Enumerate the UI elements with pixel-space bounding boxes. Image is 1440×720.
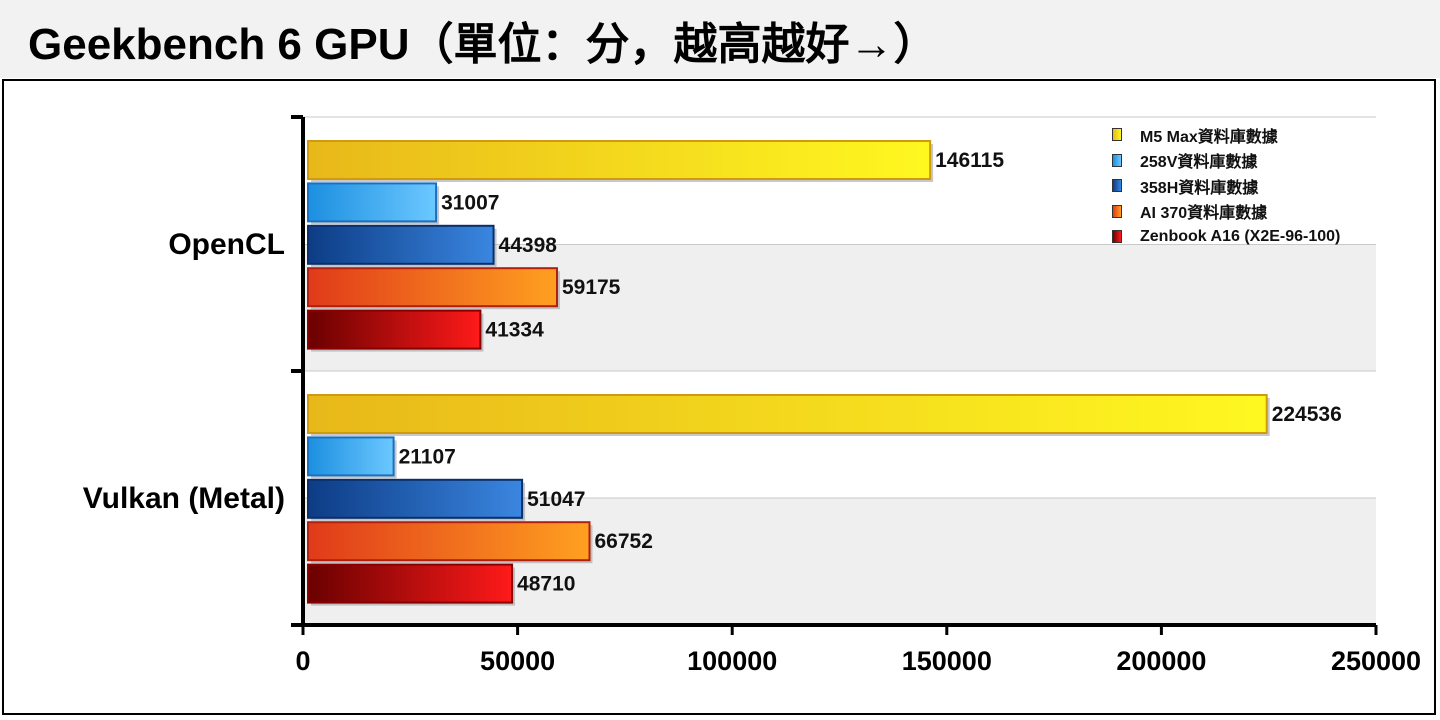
bar-opencl-1 <box>307 182 438 223</box>
legend-item: 358H資料庫數據 <box>1112 173 1412 199</box>
data-label: 146115 <box>935 149 1004 172</box>
category-label: Vulkan (Metal) <box>83 482 285 515</box>
legend-swatch <box>1112 179 1122 193</box>
bar-vulkan-metal--2 <box>307 478 524 519</box>
bar-opencl-0 <box>307 140 932 180</box>
legend-item: 258V資料庫數據 <box>1112 148 1412 174</box>
bar-opencl-2 <box>307 224 495 265</box>
legend-label: 258V資料庫數據 <box>1140 154 1258 172</box>
bar-vulkan-metal--0 <box>307 394 1268 434</box>
bar-vulkan-metal--3 <box>307 521 591 562</box>
bar-vulkan-metal--4 <box>307 563 514 604</box>
bar-opencl-3 <box>307 267 558 308</box>
x-tick-label: 50000 <box>480 646 555 676</box>
data-label: 44398 <box>499 234 558 257</box>
title-bar: Geekbench 6 GPU（單位：分，越高越好→） <box>0 0 1440 78</box>
x-tick-label: 200000 <box>1116 646 1206 676</box>
data-label: 41334 <box>485 319 544 342</box>
x-tick-label: 150000 <box>902 646 992 676</box>
data-label: 224536 <box>1272 403 1342 426</box>
x-tick-label: 100000 <box>687 646 777 676</box>
data-label: 59175 <box>562 276 621 299</box>
legend-label: Zenbook A16 (X2E-96-100) <box>1140 227 1341 245</box>
data-label: 31007 <box>441 191 499 214</box>
legend-swatch <box>1112 230 1122 244</box>
data-label: 66752 <box>594 530 652 553</box>
legend-swatch <box>1112 204 1122 218</box>
bar-vulkan-metal--1 <box>307 436 395 477</box>
legend-label: AI 370資料庫數據 <box>1140 205 1268 223</box>
bar-opencl-4 <box>307 309 482 350</box>
data-label: 21107 <box>399 445 456 468</box>
x-tick-label: 0 <box>295 646 310 676</box>
legend-label: 358H資料庫數據 <box>1140 179 1259 197</box>
legend-item: Zenbook A16 (X2E-96-100) <box>1112 224 1412 250</box>
category-label: OpenCL <box>168 228 285 261</box>
legend-label: M5 Max資料庫數據 <box>1140 128 1278 146</box>
chart-title: Geekbench 6 GPU（單位：分，越高越好→） <box>28 20 938 69</box>
legend: M5 Max資料庫數據 258V資料庫數據 358H資料庫數據 AI 370資料庫數據… <box>1112 122 1412 250</box>
legend-swatch <box>1112 153 1122 167</box>
legend-item: AI 370資料庫數據 <box>1112 199 1412 225</box>
x-tick-label: 250000 <box>1331 646 1421 676</box>
data-label: 48710 <box>517 573 575 596</box>
data-label: 51047 <box>527 488 585 511</box>
legend-swatch <box>1112 128 1122 142</box>
legend-item: M5 Max資料庫數據 <box>1112 122 1412 148</box>
